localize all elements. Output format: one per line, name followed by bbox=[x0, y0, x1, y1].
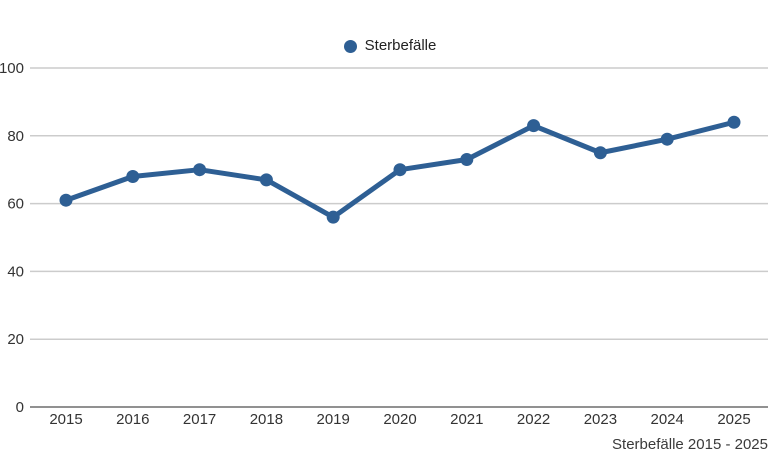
chart-legend: Sterbefälle bbox=[0, 36, 780, 56]
data-point bbox=[593, 146, 607, 160]
data-point bbox=[527, 119, 541, 133]
x-tick-label: 2025 bbox=[717, 411, 750, 428]
y-tick-label: 0 bbox=[16, 399, 24, 416]
x-tick-label: 2018 bbox=[250, 411, 283, 428]
data-point bbox=[326, 210, 340, 224]
data-point bbox=[460, 153, 474, 167]
data-point bbox=[259, 173, 273, 187]
y-tick-label: 40 bbox=[7, 263, 24, 280]
x-tick-label: 2015 bbox=[49, 411, 82, 428]
legend-marker-icon bbox=[343, 39, 357, 53]
data-point bbox=[193, 163, 207, 177]
y-tick-label: 100 bbox=[0, 60, 24, 77]
data-point bbox=[59, 193, 73, 207]
x-tick-label: 2020 bbox=[383, 411, 416, 428]
x-tick-label: 2024 bbox=[651, 411, 684, 428]
x-tick-label: 2019 bbox=[317, 411, 350, 428]
data-point bbox=[660, 132, 674, 146]
data-point bbox=[727, 115, 741, 129]
x-tick-label: 2017 bbox=[183, 411, 216, 428]
x-tick-label: 2022 bbox=[517, 411, 550, 428]
y-tick-label: 80 bbox=[7, 128, 24, 145]
data-point bbox=[126, 169, 140, 183]
y-tick-label: 60 bbox=[7, 196, 24, 213]
x-tick-label: 2021 bbox=[450, 411, 483, 428]
legend-series-label: Sterbefälle bbox=[364, 37, 437, 54]
x-tick-label: 2016 bbox=[116, 411, 149, 428]
data-point bbox=[393, 163, 407, 177]
y-tick-label: 20 bbox=[7, 331, 24, 348]
x-tick-label: 2023 bbox=[584, 411, 617, 428]
chart-caption: Sterbefälle 2015 - 2025 bbox=[612, 436, 768, 453]
